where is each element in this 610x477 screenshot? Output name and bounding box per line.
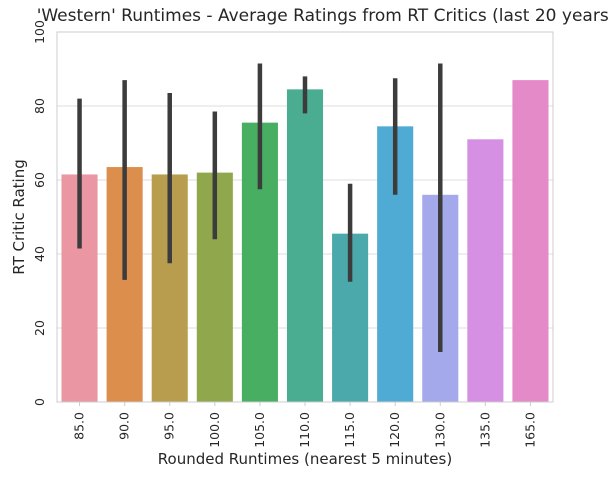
bar [286, 89, 324, 402]
bar [512, 80, 549, 402]
error-bars [77, 63, 443, 353]
x-tick-label: 100.0 [207, 412, 222, 448]
x-axis-label: Rounded Runtimes (nearest 5 minutes) [158, 450, 452, 468]
x-tick-label: 135.0 [477, 412, 492, 448]
x-tick-label: 110.0 [297, 412, 312, 448]
x-tick-label: 95.0 [162, 412, 177, 440]
x-tick-label: 85.0 [72, 412, 87, 440]
y-axis-label: RT Critic Rating [10, 159, 28, 275]
x-tick-label: 115.0 [342, 412, 357, 448]
y-tick-labels: 0 20 40 60 80 100 [32, 20, 47, 406]
y-tick-label: 60 [32, 172, 47, 188]
y-tick-label: 0 [32, 398, 47, 406]
chart-title: 'Western' Runtimes - Average Ratings fro… [37, 6, 610, 26]
y-tick-label: 100 [32, 20, 47, 44]
y-tick-label: 40 [32, 246, 47, 262]
x-tick-label: 130.0 [432, 412, 447, 448]
x-tick-label: 165.0 [522, 412, 537, 448]
x-tick-label: 105.0 [252, 412, 267, 448]
y-tick-label: 20 [32, 320, 47, 336]
y-tick-label: 80 [32, 98, 47, 114]
bars [61, 80, 549, 403]
x-tick-label: 120.0 [387, 412, 402, 448]
x-tick-labels: 85.0 90.0 95.0 100.0 105.0 110.0 115.0 120.0 130… [72, 402, 537, 448]
bar [467, 139, 504, 403]
x-tick-label: 90.0 [117, 412, 132, 440]
